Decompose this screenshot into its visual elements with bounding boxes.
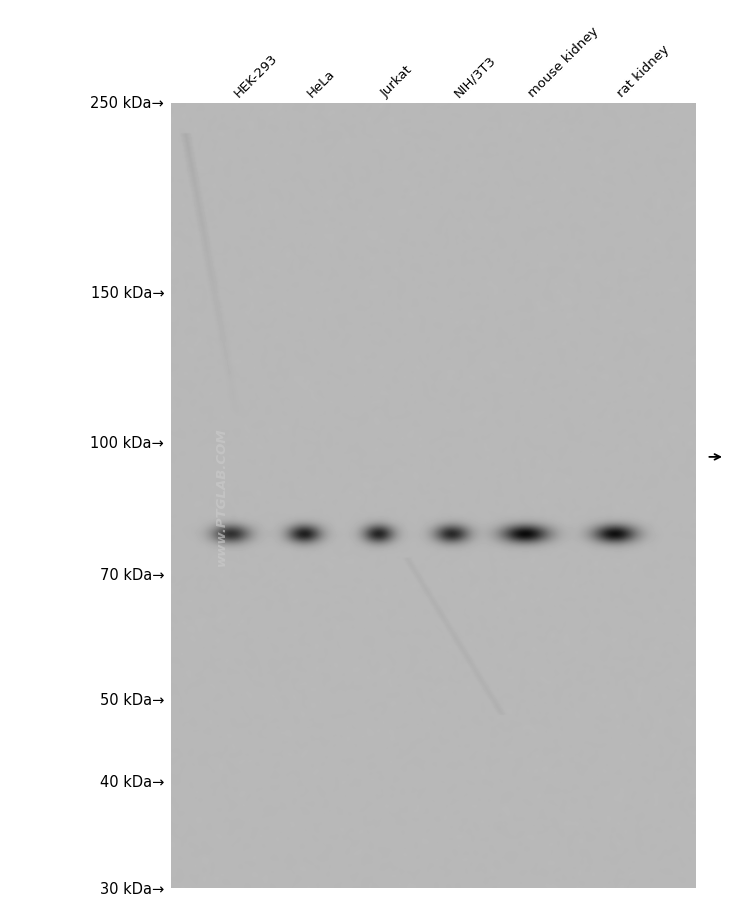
Text: 150 kDa→: 150 kDa→ <box>91 285 164 300</box>
Text: 100 kDa→: 100 kDa→ <box>91 436 164 450</box>
Text: mouse kidney: mouse kidney <box>525 24 601 100</box>
Text: rat kidney: rat kidney <box>615 42 672 100</box>
Text: 40 kDa→: 40 kDa→ <box>100 775 164 789</box>
Text: 70 kDa→: 70 kDa→ <box>100 567 164 583</box>
Text: HeLa: HeLa <box>304 67 338 100</box>
Text: 30 kDa→: 30 kDa→ <box>100 881 164 896</box>
Text: Jurkat: Jurkat <box>378 63 415 100</box>
Text: NIH/3T3: NIH/3T3 <box>452 53 499 100</box>
Text: HEK-293: HEK-293 <box>231 51 280 100</box>
Text: www.PTGLAB.COM: www.PTGLAB.COM <box>214 427 227 566</box>
Text: 250 kDa→: 250 kDa→ <box>91 97 164 111</box>
Text: 50 kDa→: 50 kDa→ <box>100 692 164 707</box>
